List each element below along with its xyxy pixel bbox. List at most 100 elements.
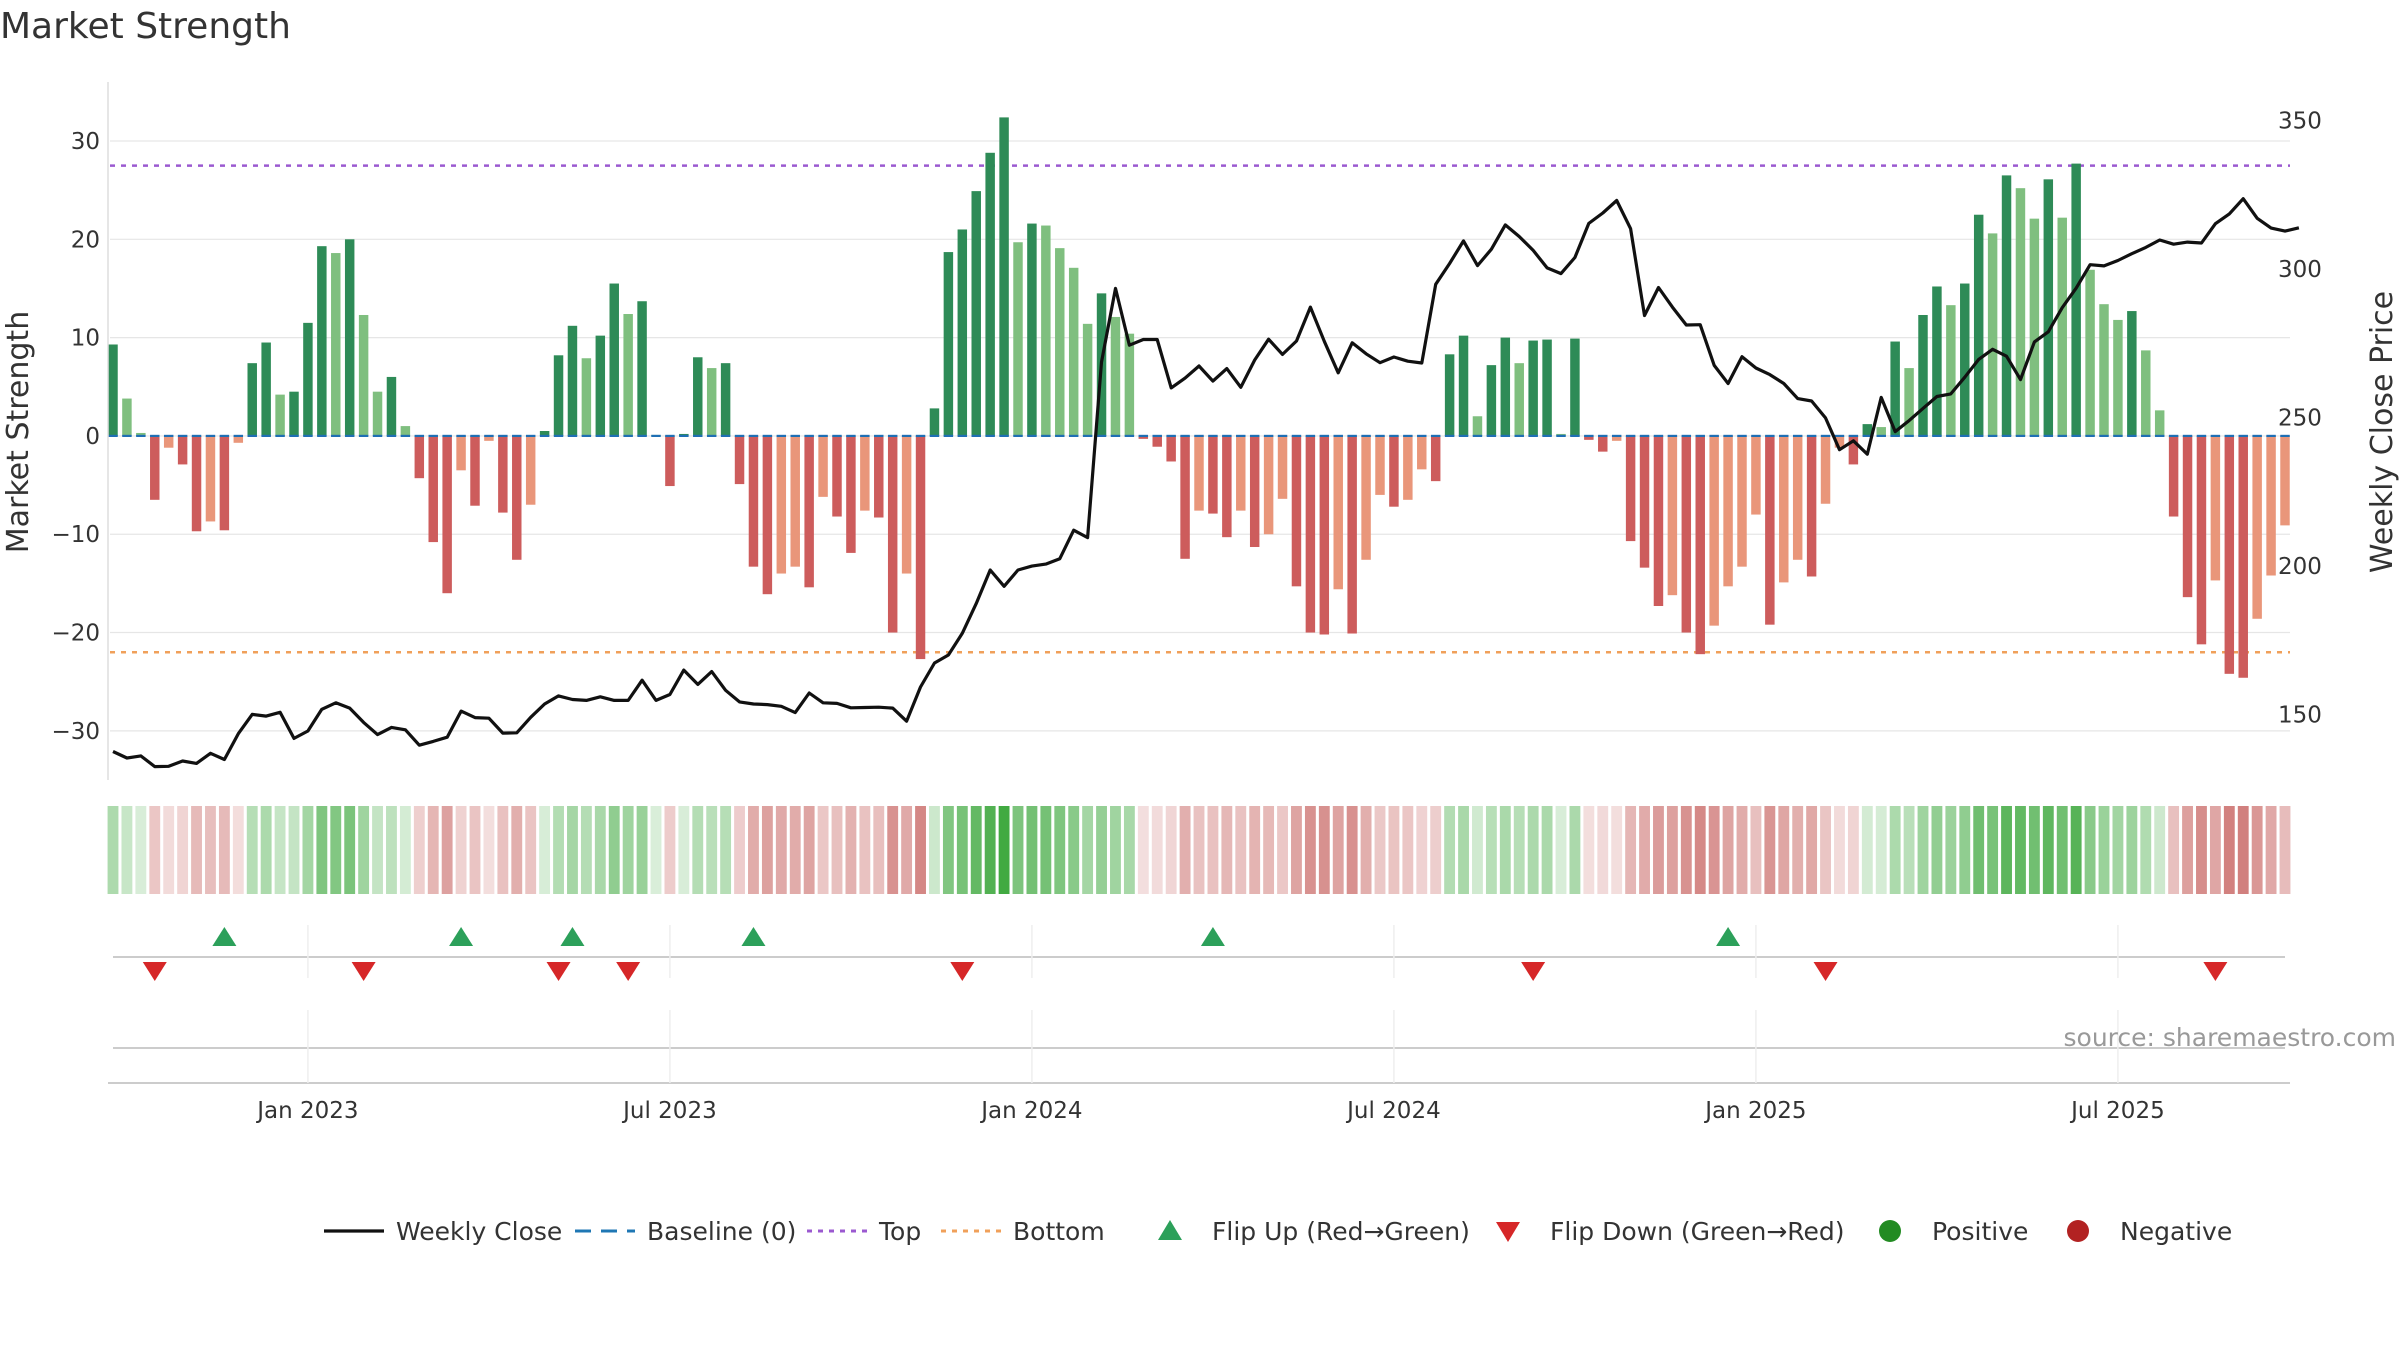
strength-bar (623, 314, 633, 436)
strength-bar (1389, 435, 1399, 507)
flip-up-marker (741, 927, 766, 946)
strength-bar (1765, 435, 1775, 625)
flip-down-marker (2203, 962, 2228, 981)
strength-bar (1876, 427, 1886, 436)
heat-cell (998, 806, 1010, 894)
strength-bar (693, 357, 703, 436)
heat-cell (1235, 806, 1247, 894)
heat-cell (539, 806, 551, 894)
strength-bar (1444, 354, 1455, 436)
heat-cell (1625, 806, 1637, 894)
heat-cell (2042, 806, 2054, 894)
weekly-close-line (112, 197, 2300, 769)
heat-cell (1332, 806, 1344, 894)
strength-bar (1152, 435, 1162, 447)
strength-bar (1514, 363, 1524, 436)
strength-bar (150, 435, 160, 500)
strength-bar (2210, 435, 2221, 581)
heat-cell (2140, 806, 2152, 894)
heat-cell (761, 806, 773, 894)
strength-bar (247, 363, 257, 436)
strength-bar (2168, 435, 2179, 517)
left-y-tick-label: 30 (71, 129, 100, 155)
legend-flip-down-icon (1496, 1222, 1520, 1242)
strength-bar (470, 435, 480, 506)
heat-cell (1249, 806, 1261, 894)
heat-cell (1764, 806, 1776, 894)
heat-cell (553, 806, 564, 894)
heat-cell (1485, 806, 1497, 894)
heat-cell (1945, 806, 1957, 894)
heat-cell (720, 806, 732, 894)
strength-bar (1709, 435, 1719, 626)
strength-bar (1584, 435, 1594, 440)
heat-cell (2028, 806, 2040, 894)
strength-bar (999, 117, 1009, 436)
heat-cell (2126, 806, 2138, 894)
heat-cell (2251, 806, 2263, 894)
flip-down-marker (546, 962, 571, 981)
legend-label: Positive (1932, 1217, 2028, 1246)
heat-cell (205, 806, 216, 894)
legend-label: Flip Down (Green→Red) (1550, 1217, 1845, 1246)
flip-down-marker (1813, 962, 1838, 981)
heat-cell (455, 806, 467, 894)
heat-cell (1694, 806, 1706, 894)
strength-bar (1960, 283, 1970, 436)
heat-cell (1346, 806, 1358, 894)
strength-bar (553, 355, 564, 436)
heat-cell (2265, 806, 2277, 894)
heat-cell (2279, 806, 2291, 894)
heat-cell (1778, 806, 1790, 894)
source-label: source: sharemaestro.com (2064, 1023, 2397, 1052)
heat-cell (2056, 806, 2068, 894)
heat-cell (1834, 806, 1845, 894)
heat-cell (2209, 806, 2221, 894)
right-y-tick-label: 300 (2278, 257, 2322, 283)
x-tick-label: Jan 2025 (1703, 1098, 1806, 1124)
strength-bar (163, 435, 174, 448)
strength-bar (1333, 435, 1343, 590)
strength-bar (122, 398, 132, 436)
strength-bar (2127, 311, 2137, 436)
heat-cell (1221, 806, 1233, 894)
strength-bar (2099, 304, 2109, 436)
strength-bar (1751, 435, 1761, 515)
strength-bar (108, 344, 118, 436)
heat-cell (748, 806, 759, 894)
heat-cell (107, 806, 119, 894)
heat-cell (1458, 806, 1469, 894)
legend: Weekly Close Baseline (0) Top Bottom Flip Up… (324, 1217, 2232, 1246)
legend-item: Flip Down (Green→Red) (1496, 1217, 1845, 1246)
strength-bar (1639, 435, 1650, 568)
heat-cell (1903, 806, 1915, 894)
heat-cell (386, 806, 397, 894)
strength-bar (1194, 435, 1204, 511)
heat-cell (1165, 806, 1177, 894)
heat-cell (706, 806, 718, 894)
flip-up-marker (560, 927, 585, 946)
x-tick-label: Jul 2025 (2069, 1098, 2165, 1124)
flip-down-marker (950, 962, 975, 981)
heat-cell (1012, 806, 1024, 894)
heat-cell (2015, 806, 2026, 894)
heat-cell (1541, 806, 1553, 894)
left-y-tick-label: 10 (71, 326, 100, 352)
strength-bar (1236, 435, 1246, 511)
strength-bar (1403, 435, 1413, 500)
legend-item: Positive (1879, 1217, 2028, 1246)
strength-bar (1890, 341, 1900, 436)
strength-bar (1625, 435, 1636, 542)
strength-bar (1500, 337, 1511, 436)
flip-up-marker (212, 927, 237, 946)
strength-bar (1792, 435, 1803, 560)
flip-down-marker (142, 962, 167, 981)
strength-bar (609, 283, 619, 436)
strength-bar (1973, 214, 1984, 436)
legend-label: Bottom (1013, 1217, 1105, 1246)
heat-cell (956, 806, 968, 894)
strength-bar (1319, 435, 1330, 635)
strength-bar (1013, 242, 1023, 436)
